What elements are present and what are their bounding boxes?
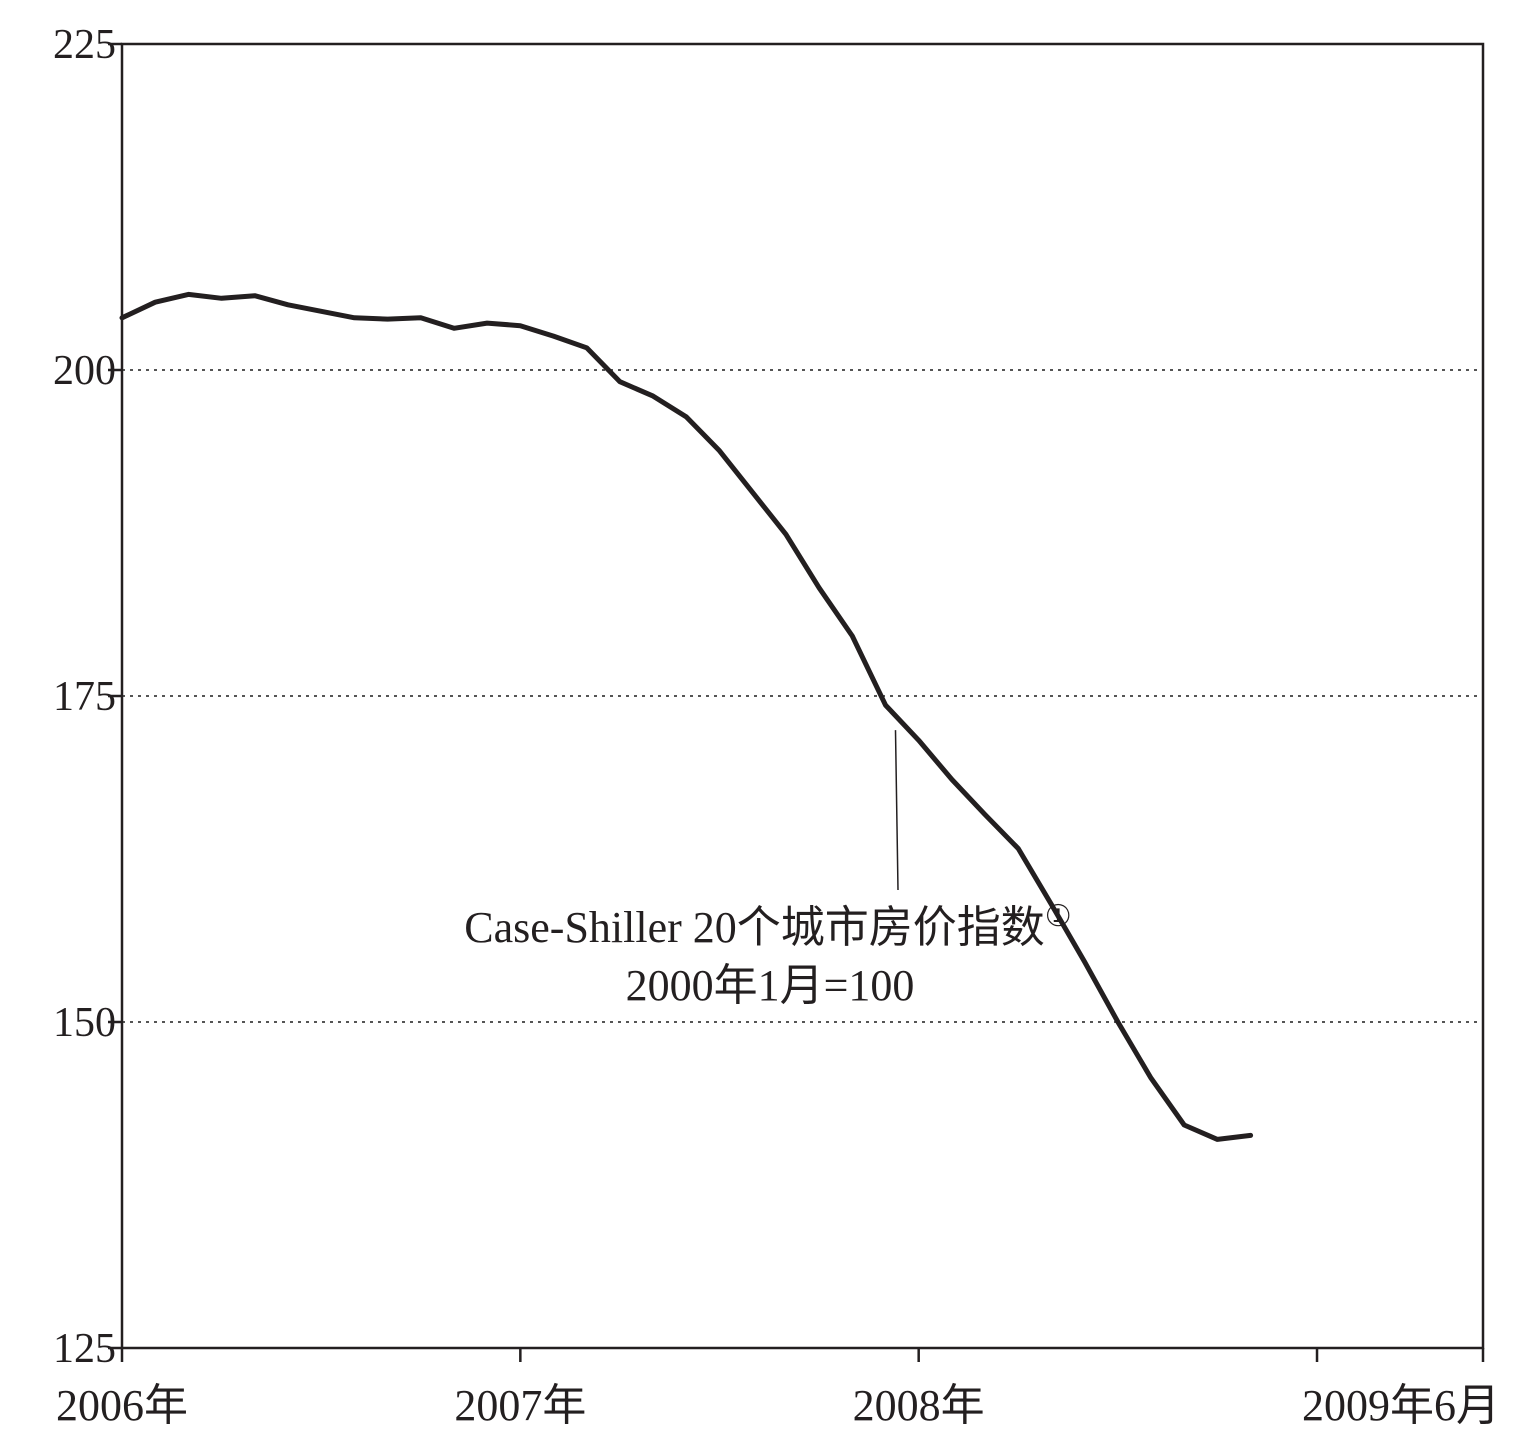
annotation-line1: Case-Shiller 20个城市房价指数①	[464, 900, 1071, 952]
annotation-leader	[894, 730, 899, 891]
gridlines	[122, 369, 1483, 1023]
x-tick-label-0: 2006年	[56, 1381, 188, 1430]
y-tick-label-125: 125	[53, 1326, 116, 1372]
series-group	[119, 291, 1254, 1142]
y-tick-label-200: 200	[53, 348, 116, 394]
annotation-superscript: ①	[1045, 900, 1072, 933]
annotation-leader-line	[894, 730, 899, 891]
y-axis: 125 150 175 200 225	[53, 22, 122, 1372]
annotation-line2: 2000年1月=100	[626, 961, 915, 1010]
y-tick-label-150: 150	[53, 1000, 116, 1046]
x-axis: 2006年 2007年 2008年 2009年6月	[56, 1348, 1500, 1430]
x-tick-label-12: 2007年	[454, 1381, 586, 1430]
x-tick-label-24: 2008年	[853, 1381, 985, 1430]
series-line-0	[119, 291, 1254, 1142]
x-end-label: 2009年6月	[1302, 1381, 1500, 1430]
y-tick-label-175: 175	[53, 674, 116, 720]
y-tick-label-225: 225	[53, 22, 116, 68]
annotation-title: Case-Shiller 20个城市房价指数	[464, 903, 1045, 952]
annotation: Case-Shiller 20个城市房价指数① 2000年1月=100	[464, 900, 1071, 1010]
